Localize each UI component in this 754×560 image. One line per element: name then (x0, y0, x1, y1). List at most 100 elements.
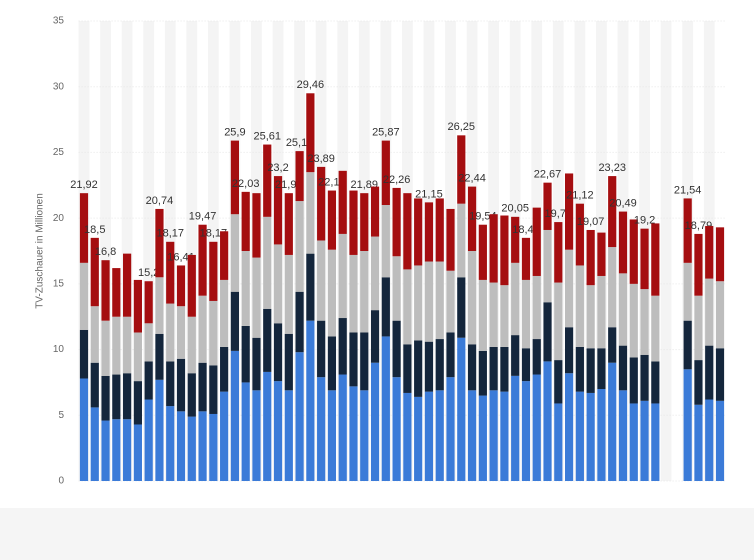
bar-segment (575, 265, 584, 347)
bar-segment (715, 348, 725, 401)
bar-segment (166, 241, 175, 304)
bar-segment (640, 354, 649, 401)
bar-segment (446, 332, 455, 378)
bar-segment (597, 389, 606, 481)
bar-segment (532, 275, 541, 340)
bar-segment (198, 411, 207, 481)
bar-segment (187, 316, 196, 374)
bar-segment (133, 332, 142, 382)
bar-segment (435, 390, 444, 481)
bar-segment (435, 198, 444, 262)
bar-segment (187, 254, 196, 317)
bar-segment (618, 345, 628, 391)
bar-segment (489, 282, 498, 347)
bar-segment (478, 395, 487, 481)
bar-segment (360, 332, 369, 391)
bar-segment (241, 325, 250, 383)
total-label: 20,74 (146, 195, 174, 207)
column-stripe (186, 21, 198, 481)
bar-segment (220, 391, 229, 481)
bar-segment (511, 262, 520, 336)
column-stripe (100, 21, 111, 481)
bar-segment (230, 140, 240, 215)
bar-segment (327, 249, 337, 337)
total-label: 26,25 (448, 121, 476, 133)
bar-segment (575, 203, 584, 266)
bar-segment (79, 262, 89, 330)
bar-segment (683, 369, 692, 481)
bar-segment (457, 337, 466, 481)
bar-segment (705, 278, 714, 346)
bar-segment (209, 300, 218, 366)
bar-segment (306, 320, 315, 481)
bar-segment (467, 251, 477, 345)
bar-segment (381, 277, 390, 337)
bar-segment (327, 190, 337, 250)
bar-segment (403, 193, 412, 270)
bar-segment (327, 336, 337, 391)
bar-segment (489, 346, 498, 391)
bar-segment (500, 285, 509, 347)
bar-segment (263, 144, 272, 217)
bar-segment (467, 186, 477, 251)
bar-segment (209, 365, 218, 414)
bar-segment (155, 333, 164, 380)
bar-segment (403, 344, 412, 393)
bar-segment (478, 350, 487, 396)
bar-segment (705, 226, 714, 279)
bar-segment (597, 232, 606, 276)
bar-segment (220, 231, 229, 280)
bar-segment (392, 187, 401, 257)
bar-segment (640, 400, 649, 481)
bar-segment (467, 344, 477, 391)
bar-segment (284, 333, 293, 391)
bar-segment (392, 377, 401, 481)
bar-segment (349, 254, 358, 333)
bar-segment (435, 261, 444, 340)
bar-segment (90, 362, 99, 408)
bar-segment (101, 375, 110, 421)
bar-segment (187, 416, 196, 481)
bar-segment (651, 295, 660, 362)
bar-segment (198, 362, 207, 412)
bar-segment (618, 390, 628, 481)
bar-segment (500, 391, 509, 481)
bar-segment (586, 285, 595, 349)
total-label: 19,07 (577, 216, 605, 228)
bar-segment (500, 346, 509, 392)
bar-segment (360, 390, 369, 481)
bar-segment (90, 407, 99, 481)
bar-segment (123, 316, 132, 374)
bar-segment (403, 392, 412, 481)
bar-segment (424, 391, 434, 481)
bar-segment (554, 403, 563, 481)
total-label: 20,49 (609, 197, 637, 209)
bar-segment (554, 222, 563, 283)
bar-segment (489, 390, 498, 481)
bar-segment (176, 265, 186, 307)
bar-segment (618, 211, 628, 274)
bar-segment (252, 390, 261, 481)
bar-segment (424, 202, 434, 262)
total-label: 22,03 (232, 178, 260, 190)
bar-segment (370, 186, 380, 237)
bar-segment (511, 216, 520, 263)
y-tick-label: 35 (53, 16, 65, 27)
bar-segment (629, 283, 638, 358)
bar-segment (79, 193, 89, 263)
bar-segment (176, 358, 186, 412)
bar-segment (295, 352, 304, 481)
bar-segment (101, 260, 110, 321)
bar-segment (575, 346, 584, 392)
bar-segment (608, 362, 617, 481)
bar-segment (575, 391, 584, 481)
bar-segment (112, 316, 121, 375)
bar-segment (112, 374, 121, 420)
y-tick-label: 0 (58, 476, 64, 487)
bar-segment (166, 361, 175, 407)
total-label: 15,2 (138, 267, 159, 279)
bar-segment (651, 361, 660, 404)
bar-segment (101, 420, 110, 481)
bar-segment (370, 236, 380, 311)
bar-segment (209, 241, 218, 301)
